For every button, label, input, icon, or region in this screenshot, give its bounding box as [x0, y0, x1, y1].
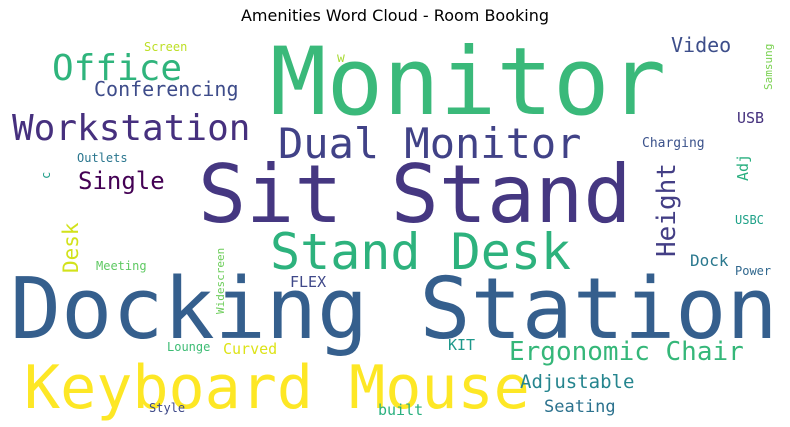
cloud-word-style: Style	[149, 401, 185, 415]
word-cloud-canvas: Monitor Sit Stand Docking Station Keyboard …	[8, 32, 782, 421]
cloud-word-kit: KIT	[448, 336, 475, 354]
cloud-word-samsung: Samsung	[762, 44, 775, 90]
cloud-word-c: c	[39, 172, 53, 179]
cloud-word-workstation: Workstation	[12, 108, 250, 149]
word-cloud-svg: Monitor Sit Stand Docking StationKeyboard …	[10, 32, 778, 421]
cloud-word-keyboard-mouse: Keyboard Mouse	[24, 353, 530, 421]
cloud-word-video: Video	[671, 33, 731, 57]
cloud-word-charging: Charging	[642, 136, 705, 151]
cloud-word-ergonomic-chair: Ergonomic Chair	[509, 337, 744, 367]
cloud-word-flex: FLEX	[290, 273, 326, 291]
cloud-word-dock: Dock	[690, 251, 729, 270]
cloud-word-stand-desk: Stand Desk	[270, 223, 571, 281]
cloud-word-adjustable: Adjustable	[520, 371, 634, 393]
cloud-word-built: built	[378, 401, 423, 419]
cloud-word-desk: Desk	[59, 222, 83, 273]
cloud-word-lounge: Lounge	[167, 340, 210, 354]
cloud-word-seating: Seating	[544, 397, 616, 417]
cloud-word-adj: Adj	[734, 154, 752, 181]
cloud-word-office: Office	[52, 48, 182, 89]
cloud-word-sit-stand: Sit Stand	[198, 148, 631, 241]
cloud-word-single: Single	[78, 167, 165, 195]
cloud-word-usb: USB	[737, 109, 764, 127]
cloud-word-power: Power	[735, 264, 771, 278]
cloud-word-widescreen: Widescreen	[214, 248, 227, 314]
cloud-word-curved: Curved	[223, 340, 277, 358]
cloud-word-height: Height	[652, 163, 682, 257]
cloud-word-usbc: USBC	[735, 213, 764, 227]
cloud-word-screen: Screen	[144, 40, 187, 54]
cloud-word-docking-station: Docking Station	[10, 260, 778, 359]
cloud-word-w: w	[337, 51, 345, 66]
figure-title: Amenities Word Cloud - Room Booking	[240, 6, 549, 25]
cloud-word-outlets: Outlets	[77, 151, 128, 165]
cloud-word-dual-monitor: Dual Monitor	[278, 119, 581, 168]
cloud-word-monitor: Monitor	[270, 32, 666, 137]
cloud-word-meeting: Meeting	[96, 259, 147, 273]
cloud-word-conferencing: Conferencing	[94, 77, 239, 101]
